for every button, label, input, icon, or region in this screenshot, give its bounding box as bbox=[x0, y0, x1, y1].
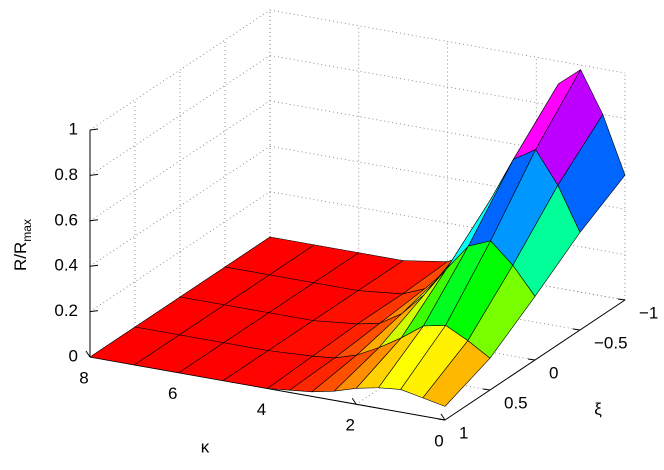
x-tick bbox=[85, 350, 91, 358]
z-tick-label: 0.6 bbox=[54, 210, 78, 229]
z-tick-label: 1 bbox=[69, 119, 78, 138]
x-tick-label: 0 bbox=[434, 431, 443, 450]
grid-line bbox=[89, 191, 271, 312]
z-tick bbox=[89, 264, 99, 267]
y-tick bbox=[527, 358, 536, 361]
z-axis-label-main: R/R bbox=[11, 242, 30, 271]
grid-line bbox=[89, 55, 271, 176]
x-tick bbox=[440, 413, 446, 421]
z-tick-label: 0.8 bbox=[54, 165, 78, 184]
x-tick-label: 6 bbox=[168, 384, 177, 403]
y-tick bbox=[482, 388, 491, 391]
y-axis-label: ξ bbox=[594, 399, 602, 418]
grid-line bbox=[269, 9, 626, 74]
x-tick-label: 2 bbox=[346, 416, 355, 435]
y-tick-label: 0 bbox=[549, 363, 558, 382]
y-tick-label: −1 bbox=[639, 303, 658, 322]
z-axis-label: R/Rmax bbox=[11, 219, 34, 271]
z-tick bbox=[89, 128, 99, 131]
z-tick-label: 0.4 bbox=[54, 256, 78, 275]
grid-line bbox=[89, 9, 271, 131]
x-tick-label: 8 bbox=[79, 368, 88, 387]
z-tick bbox=[89, 219, 99, 222]
z-tick-label: 0.2 bbox=[54, 301, 78, 320]
y-tick-label: 1 bbox=[459, 423, 468, 442]
y-tick bbox=[617, 298, 626, 301]
z-axis-label-sub: max bbox=[20, 219, 34, 242]
y-tick-label: 0.5 bbox=[504, 393, 528, 412]
surface-cell bbox=[422, 340, 491, 407]
y-tick-label: −0.5 bbox=[594, 333, 628, 352]
z-tick bbox=[89, 173, 99, 176]
x-tick bbox=[351, 397, 357, 405]
x-axis-label: κ bbox=[201, 437, 210, 456]
y-tick bbox=[572, 328, 581, 331]
z-tick-label: 0 bbox=[69, 346, 78, 365]
grid-line bbox=[89, 145, 271, 267]
y-tick bbox=[437, 418, 446, 421]
z-tick bbox=[89, 310, 99, 313]
x-tick-label: 4 bbox=[257, 400, 266, 419]
